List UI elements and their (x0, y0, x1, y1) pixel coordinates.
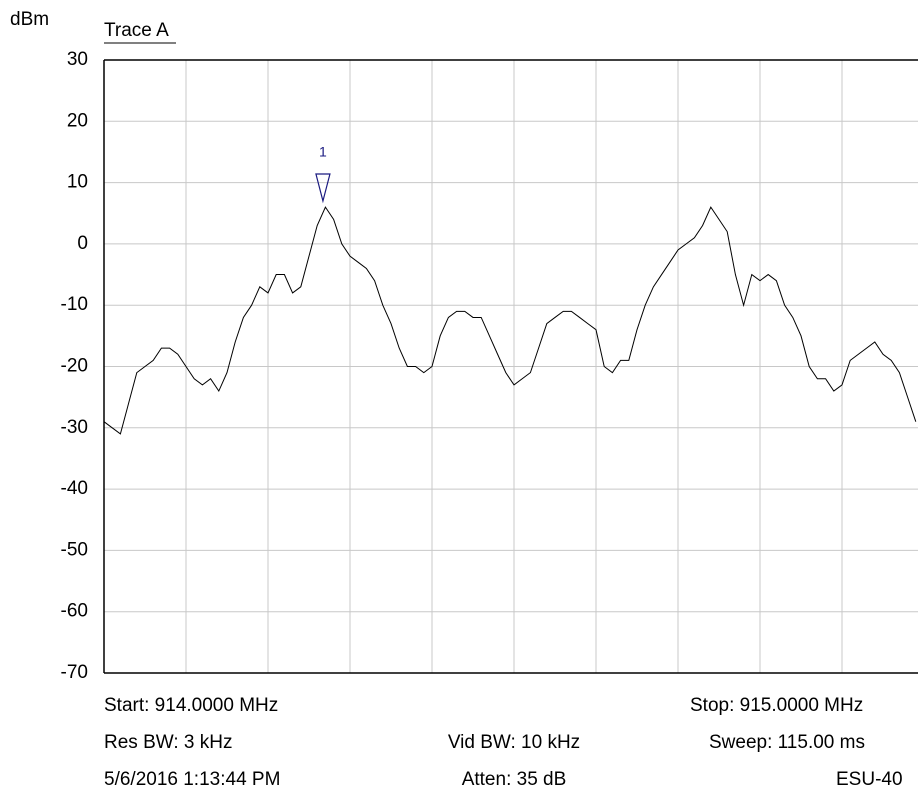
y-tick-label: -20 (61, 356, 88, 377)
y-tick-label: 30 (67, 49, 88, 70)
start-freq: Start: 914.0000 MHz (104, 695, 278, 716)
y-tick-label: 10 (67, 172, 88, 193)
y-tick-label: -10 (61, 294, 88, 315)
y-axis-unit: dBm (10, 9, 49, 30)
y-tick-label: -30 (61, 417, 88, 438)
y-tick-label: 0 (77, 233, 88, 254)
stop-freq: Stop: 915.0000 MHz (690, 695, 863, 716)
timestamp: 5/6/2016 1:13:44 PM (104, 769, 280, 790)
y-tick-label: -50 (61, 539, 88, 560)
attenuation: Atten: 35 dB (462, 769, 567, 790)
y-tick-label: 20 (67, 110, 88, 131)
marker-label: 1 (319, 144, 327, 160)
device-name: ESU-40 (836, 769, 903, 790)
trace-title: Trace A (104, 20, 169, 41)
y-tick-label: -40 (61, 478, 88, 499)
sweep-time: Sweep: 115.00 ms (709, 732, 865, 753)
res-bw: Res BW: 3 kHz (104, 732, 232, 753)
trace-line (103, 206, 917, 435)
marker-triangle (315, 173, 331, 204)
vid-bw: Vid BW: 10 kHz (448, 732, 580, 753)
y-tick-label: -60 (61, 601, 88, 622)
y-tick-label: -70 (61, 662, 88, 683)
